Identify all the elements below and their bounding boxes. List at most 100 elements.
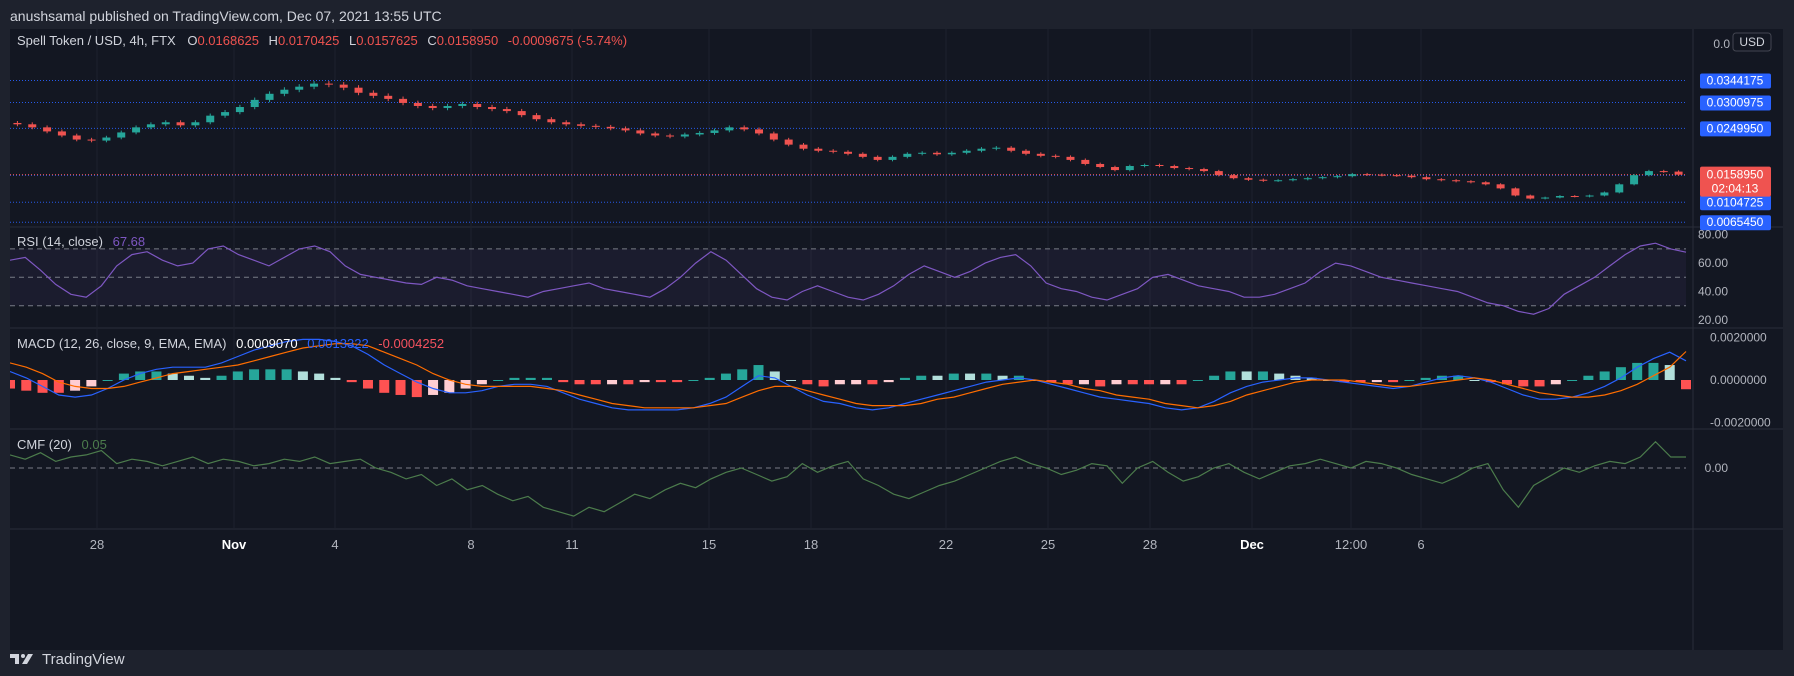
macd-histogram-bar: [997, 375, 1008, 380]
time-axis-label: 25: [1041, 537, 1055, 552]
last-price-badge: [1700, 166, 1771, 197]
candle-body: [577, 124, 586, 126]
candle-body: [221, 112, 230, 116]
price-legend: Spell Token / USD, 4h, FTX O0.0168625 H0…: [17, 33, 627, 48]
candle-body: [1036, 153, 1045, 156]
candle-body: [295, 86, 304, 90]
candle-body: [695, 132, 704, 135]
macd-histogram-bar: [541, 377, 552, 380]
candle-body: [1007, 147, 1016, 151]
candle-body: [1377, 174, 1386, 176]
candle-body: [1674, 171, 1683, 175]
candle-body: [932, 152, 941, 155]
price-level-label: 0.0104725: [1707, 195, 1764, 209]
candlestick-series: [13, 81, 1683, 200]
macd-histogram-bar: [1534, 380, 1545, 387]
candle-body: [666, 135, 675, 137]
candle-body: [1274, 180, 1283, 182]
cmf-tick-label: 0.00: [1705, 461, 1729, 475]
macd-histogram-bar: [135, 371, 146, 380]
candle-body: [13, 122, 22, 125]
macd-histogram-bar: [1485, 380, 1496, 383]
price-level-label: 0.0300975: [1707, 95, 1764, 109]
tradingview-brand[interactable]: TradingView: [10, 648, 125, 670]
macd-histogram-bar: [395, 380, 406, 395]
rsi-tick-label: 60.00: [1698, 256, 1728, 270]
currency-badge[interactable]: [1732, 32, 1772, 52]
macd-histogram-bar: [346, 380, 357, 383]
macd-histogram-bar: [70, 380, 81, 391]
macd-histogram-bar: [249, 369, 260, 380]
macd-histogram-bar: [818, 380, 829, 387]
candle-body: [784, 139, 793, 145]
candle-body: [1021, 150, 1030, 154]
macd-histogram-bar: [200, 377, 211, 380]
last-price-label: 0.0158950: [1707, 168, 1764, 182]
high-value: 0.0170425: [278, 33, 339, 48]
candle-body: [1303, 178, 1312, 180]
macd-histogram-bar: [297, 371, 308, 380]
candle-body: [1333, 176, 1342, 178]
macd-histogram-bar: [1615, 367, 1626, 380]
candle-body: [57, 131, 66, 136]
macd-histogram-bar: [883, 380, 894, 383]
macd-histogram-bar: [981, 373, 992, 380]
time-axis-label: 28: [1143, 537, 1157, 552]
macd-histogram-bar: [1241, 371, 1252, 380]
candle-body: [1051, 155, 1060, 157]
candle-body: [1348, 174, 1357, 177]
published-info: anushsamal published on TradingView.com,…: [10, 8, 442, 24]
macd-histogram-bar: [167, 373, 178, 380]
candle-body: [1318, 177, 1327, 179]
high-label: H: [269, 33, 278, 48]
macd-histogram-bar: [623, 380, 634, 385]
price-level-badge: [1700, 73, 1771, 89]
time-axis-label: 8: [467, 537, 474, 552]
candle-body: [117, 132, 126, 138]
candle-body: [947, 152, 956, 155]
open-value: 0.0168625: [197, 33, 258, 48]
candle-body: [1244, 178, 1253, 180]
candle-body: [1155, 164, 1164, 167]
currency-label: USD: [1739, 35, 1765, 49]
macd-histogram-bar: [1306, 377, 1317, 380]
time-axis-label: 12:00: [1335, 537, 1368, 552]
macd-histogram-bar: [1388, 380, 1399, 383]
candle-body: [1481, 182, 1490, 185]
cmf-legend: CMF (20) 0.05: [17, 437, 107, 452]
macd-histogram-bar: [1518, 380, 1529, 387]
candle-body: [443, 105, 452, 109]
macd-histogram-bar: [216, 375, 227, 380]
chart-canvas[interactable]: 28 Nov 4 8 11 15 18 22 25 28 Dec 12:00 6 0.0 0.034417…: [5, 29, 1783, 650]
macd-histogram-bar: [314, 373, 325, 380]
candle-body: [413, 102, 422, 106]
change-value: -0.0009675 (-5.74%): [508, 33, 627, 48]
brand-label: TradingView: [42, 650, 125, 668]
macd-histogram-bar: [1632, 362, 1643, 380]
macd-histogram-bar: [1567, 380, 1578, 381]
candle-body: [725, 127, 734, 131]
time-axis-label: 11: [565, 537, 579, 552]
candle-body: [132, 127, 141, 133]
candle-body: [1288, 179, 1297, 181]
open-label: O: [187, 33, 197, 48]
time-axis-label: 4: [331, 537, 338, 552]
macd-histogram-bar: [379, 380, 390, 393]
candle-body: [235, 107, 244, 113]
tradingview-logo-icon: [10, 654, 33, 664]
price-level-label: 0.0065450: [1707, 215, 1764, 229]
candle-body: [473, 103, 482, 108]
candle-body: [517, 111, 526, 116]
macd-histogram-bar: [1078, 380, 1089, 385]
price-level-badge: [1700, 121, 1771, 137]
candle-body: [280, 89, 289, 94]
macd-histogram-bar: [1274, 373, 1285, 380]
candle-body: [1437, 179, 1446, 181]
macd-histogram-bar: [1127, 380, 1138, 385]
rsi-pane: [9, 242, 1687, 315]
macd-histogram-bar: [411, 380, 422, 398]
candle-body: [1110, 167, 1119, 171]
chart-frame[interactable]: 28 Nov 4 8 11 15 18 22 25 28 Dec 12:00 6 0.0 0.034417…: [5, 29, 1783, 650]
candle-body: [1466, 181, 1475, 183]
candle-body: [1392, 175, 1401, 177]
